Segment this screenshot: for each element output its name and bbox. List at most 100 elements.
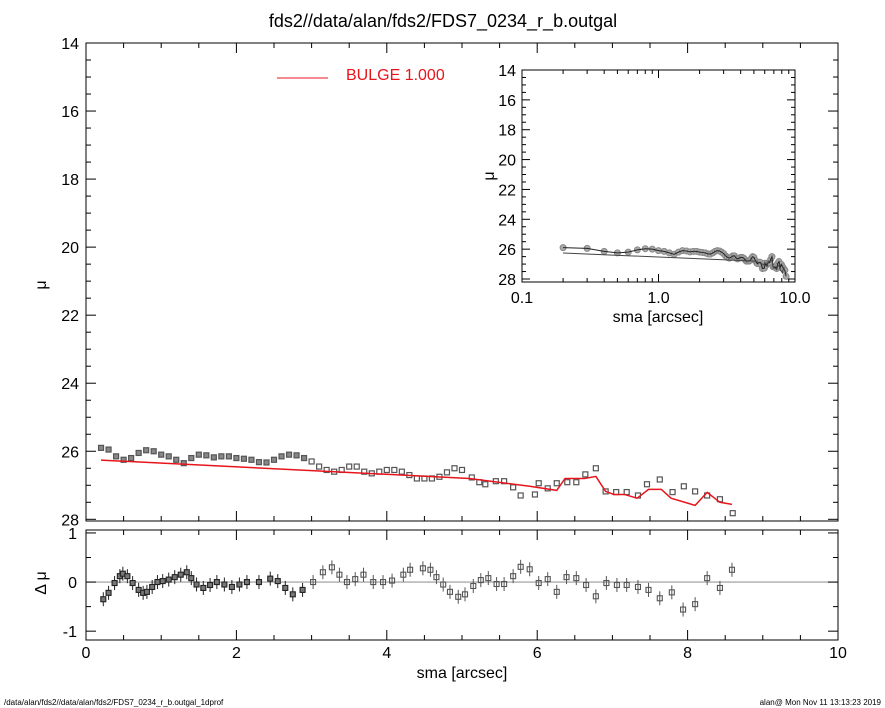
profile-data-point: [97, 444, 105, 451]
profile-data-point: [680, 483, 687, 490]
profile-data-point: [553, 480, 560, 487]
inset-model-line: [563, 252, 787, 275]
residual-data-point: [692, 601, 699, 608]
residual-data-point: [236, 581, 243, 588]
residual-data-point: [634, 583, 642, 591]
inset-x-axis-label: sma [arcsec]: [613, 309, 704, 326]
residual-data-point: [583, 581, 590, 589]
profile-data-point: [656, 476, 663, 483]
profile-data-point: [143, 447, 150, 454]
residual-data-point: [200, 584, 207, 591]
profile-data-point: [510, 484, 517, 491]
profile-data-point: [120, 456, 127, 463]
residual-data-point: [573, 575, 580, 582]
profile-data-point: [451, 465, 458, 472]
profile-data-point: [535, 480, 542, 487]
residual-data-point: [213, 579, 220, 586]
profile-data-point: [582, 471, 589, 478]
residual-data-point: [228, 583, 235, 591]
profile-data-point: [391, 466, 398, 474]
x-tick-label: 0: [82, 645, 91, 662]
x-tick-label: 8: [683, 645, 692, 662]
profile-data-point: [112, 453, 120, 460]
residual-data-point: [143, 588, 150, 595]
residual-y-axis-label: Δ μ: [33, 571, 50, 594]
residual-data-point: [461, 591, 469, 598]
profile-data-point: [195, 451, 202, 458]
inset-profile-line: [563, 247, 787, 277]
residual-data-point: [193, 581, 200, 588]
profile-data-point: [203, 452, 210, 459]
residual-data-point: [645, 586, 652, 593]
footer-file-path: /data/alan/fds2//data/alan/fds2/FDS7_023…: [4, 698, 224, 707]
residual-data-point: [535, 579, 542, 587]
residual-data-point: [111, 579, 118, 587]
residual-data-point: [389, 577, 396, 584]
residual-data-point: [274, 578, 281, 585]
residual-data-point: [299, 586, 306, 593]
residual-data-point: [129, 579, 136, 587]
inset-x-tick-label: 10.0: [779, 290, 810, 307]
residual-data-point: [470, 582, 477, 590]
residual-data-point: [603, 579, 610, 587]
residual-data-point: [680, 606, 687, 613]
inset-y-tick-label: 20: [498, 153, 516, 170]
inset-y-tick-label: 28: [498, 272, 516, 289]
residual-data-point: [207, 581, 214, 589]
x-tick-label: 6: [533, 645, 542, 662]
residual-data-point: [124, 573, 131, 580]
profile-data-point: [105, 446, 112, 453]
inset-log-panel: 14 16 18 20 22 24 26 280.1 1.0 10.0 sma [arcsec] μ: [481, 63, 811, 326]
residual-data-point: [656, 595, 663, 602]
inset-y-axis-label: μ: [481, 171, 498, 180]
residual-data-point: [440, 581, 447, 588]
residual-y-tick-label: 1: [68, 526, 77, 543]
profile-data-point: [300, 454, 308, 462]
main-y-tick-label: 16: [61, 104, 79, 121]
residual-data-point: [165, 576, 172, 583]
profile-data-point: [458, 466, 466, 474]
main-y-tick-label: 24: [61, 376, 79, 393]
residual-data-point: [289, 591, 296, 598]
main-profile-panel: 14 16 18 20 22 24 26 28 μ: [33, 36, 839, 529]
residual-data-point: [221, 581, 228, 588]
inset-y-tick-label: 14: [498, 63, 516, 80]
profile-data-point: [353, 463, 360, 470]
residual-data-point: [154, 579, 161, 586]
profile-data-point: [285, 451, 293, 458]
profile-data-point: [135, 449, 142, 457]
residual-data-point: [100, 596, 107, 603]
main-y-tick-label: 18: [61, 172, 79, 189]
inset-y-tick-label: 24: [498, 212, 516, 229]
residual-data-point: [319, 569, 326, 576]
profile-data-point: [165, 453, 172, 460]
profile-data-point: [602, 488, 609, 495]
residual-data-point: [704, 575, 711, 582]
profile-data-point: [173, 456, 180, 463]
residual-data-point: [336, 571, 343, 578]
profile-data-point: [263, 459, 270, 466]
residual-data-point: [360, 571, 367, 578]
main-y-tick-label: 14: [61, 36, 79, 53]
profile-data-point: [233, 454, 240, 462]
residual-data-point: [352, 576, 359, 583]
residual-data-point: [343, 579, 350, 586]
residual-data-point: [243, 579, 250, 586]
residual-data-point: [379, 579, 387, 586]
profile-data-point: [278, 453, 285, 460]
x-tick-label: 10: [829, 645, 847, 662]
residual-data-point: [563, 574, 570, 581]
residual-data-point: [255, 579, 263, 586]
profile-data-point: [443, 469, 451, 476]
profile-data-point: [128, 454, 135, 462]
residual-data-point: [370, 579, 377, 586]
main-y-tick-label: 26: [61, 444, 79, 461]
profile-data-point: [218, 453, 225, 460]
profile-data-point: [293, 452, 300, 459]
residual-data-point: [553, 588, 560, 595]
residual-data-point: [407, 566, 414, 573]
profile-data-point: [517, 492, 524, 499]
profile-data-point: [398, 468, 405, 475]
profile-data-point: [564, 479, 571, 486]
